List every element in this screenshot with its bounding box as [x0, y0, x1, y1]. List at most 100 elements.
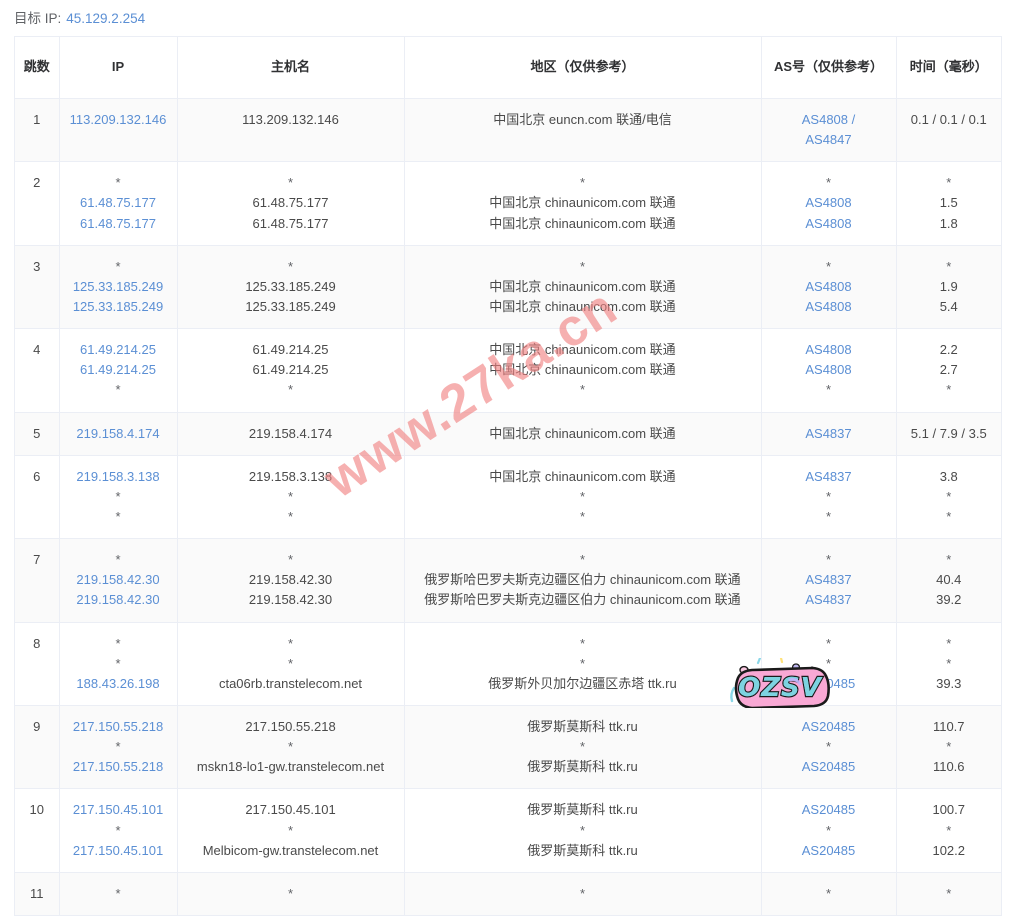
- cell-geo: 中国北京 chinaunicom.com 联通: [404, 412, 762, 456]
- cell-ip: * 219.158.42.30 219.158.42.30: [59, 538, 178, 623]
- host-text: 61.48.75.177: [252, 195, 329, 211]
- host-text: 217.150.55.218: [245, 718, 336, 734]
- ip-link[interactable]: 217.150.55.218: [72, 759, 164, 775]
- ip-text: *: [115, 635, 121, 651]
- cell-ip: * 61.48.75.177 61.48.75.177: [59, 161, 178, 246]
- traceroute-table-wrapper: 跳数 IP 主机名 地区（仅供参考） AS号（仅供参考） 时间（毫秒） 1 113…: [14, 35, 1002, 916]
- as-link[interactable]: AS4837: [805, 592, 852, 608]
- geo-text: *: [579, 258, 586, 274]
- geo-text: *: [579, 508, 586, 524]
- cell-hop: 5: [15, 412, 60, 456]
- time-text: 102.2: [932, 842, 966, 858]
- ip-text: *: [115, 552, 121, 568]
- geo-text: 俄罗斯莫斯科 ttk.ru: [527, 718, 638, 734]
- ip-link[interactable]: 217.150.45.101: [72, 802, 164, 818]
- cell-ip: 217.150.55.218 * 217.150.55.218: [59, 705, 178, 790]
- ip-text: *: [115, 822, 121, 838]
- cell-hop: 11: [15, 872, 60, 916]
- as-text: *: [825, 508, 832, 524]
- cell-host: 113.209.132.146: [177, 98, 405, 163]
- ip-link[interactable]: 113.209.132.146: [69, 112, 167, 127]
- host-text: 113.209.132.146: [242, 112, 339, 127]
- cell-host: 217.150.55.218 * mskn18-lo1-gw.transteleco…: [177, 705, 405, 790]
- as-text: *: [825, 552, 832, 568]
- as-link[interactable]: AS4808: [805, 298, 852, 314]
- as-link[interactable]: AS4808: [805, 215, 852, 231]
- cell-hop: 2: [15, 161, 60, 246]
- ip-link[interactable]: 188.43.26.198: [76, 675, 160, 691]
- cell-geo: * 中国北京 chinaunicom.com 联通 中国北京 chinaunicom…: [404, 161, 762, 246]
- as-text: *: [825, 175, 832, 191]
- time-text: 2.2: [939, 342, 958, 358]
- ip-link[interactable]: 219.158.42.30: [76, 592, 160, 608]
- cell-as: AS4837: [761, 412, 897, 456]
- cell-as: AS4808 / AS4847: [761, 98, 897, 163]
- cell-ip: 217.150.45.101 * 217.150.45.101: [59, 788, 178, 873]
- cell-ip: * 125.33.185.249 125.33.185.249: [59, 245, 178, 330]
- geo-text: *: [579, 822, 586, 838]
- ip-link[interactable]: 217.150.55.218: [72, 718, 164, 734]
- ip-text: *: [115, 885, 121, 901]
- table-header: 跳数 IP 主机名 地区（仅供参考） AS号（仅供参考） 时间（毫秒）: [15, 36, 1001, 99]
- as-link[interactable]: AS4837: [805, 468, 852, 484]
- ip-link[interactable]: 125.33.185.249: [72, 278, 164, 294]
- as-link[interactable]: AS20485: [801, 675, 856, 691]
- target-ip-value: 45.129.2.254: [66, 11, 146, 26]
- host-text: 61.49.214.25: [252, 342, 329, 358]
- ip-link[interactable]: 219.158.3.138: [76, 468, 160, 484]
- ip-link[interactable]: 61.49.214.25: [80, 342, 156, 358]
- cell-host: * 219.158.42.30 219.158.42.30: [177, 538, 405, 623]
- cell-time: * 1.5 1.8: [896, 161, 1001, 246]
- as-text: *: [825, 488, 832, 504]
- as-link[interactable]: AS4847: [805, 132, 852, 148]
- time-text: 110.6: [932, 759, 965, 775]
- ip-text: *: [115, 382, 121, 398]
- host-text: *: [287, 655, 294, 671]
- as-text: *: [825, 885, 832, 901]
- as-link[interactable]: AS4808: [805, 278, 852, 294]
- as-link[interactable]: AS4808: [805, 362, 852, 378]
- geo-text: 俄罗斯莫斯科 ttk.ru: [527, 802, 638, 818]
- as-link[interactable]: AS20485: [801, 718, 856, 734]
- geo-text: 中国北京 euncn.com 联通/电信: [493, 112, 672, 127]
- cell-as: * * AS20485: [761, 622, 897, 706]
- geo-text: *: [579, 175, 586, 191]
- as-link[interactable]: AS20485: [801, 802, 856, 818]
- as-text: *: [825, 739, 832, 755]
- time-text: *: [946, 258, 952, 274]
- ip-link[interactable]: 219.158.4.174: [76, 425, 160, 441]
- as-link[interactable]: AS4808: [805, 195, 852, 211]
- as-link[interactable]: AS4837: [805, 425, 852, 441]
- as-link[interactable]: AS4808 /: [801, 112, 856, 127]
- cell-host: *: [177, 872, 405, 916]
- as-link[interactable]: AS4837: [805, 572, 852, 588]
- geo-text: 俄罗斯莫斯科 ttk.ru: [527, 842, 638, 858]
- time-text: *: [946, 508, 952, 524]
- cell-as: * AS4837 AS4837: [761, 538, 897, 623]
- ip-link[interactable]: 219.158.42.30: [76, 572, 160, 588]
- cell-time: 2.2 2.7 *: [896, 328, 1001, 413]
- table-body: 1 113.209.132.146 113.209.132.146 中国北京 eunc…: [15, 98, 1001, 916]
- cell-hop: 9: [15, 705, 60, 790]
- cell-ip: 219.158.4.174: [59, 412, 178, 456]
- table-row: 3 * 125.33.185.249 125.33.185.249 * 125.33.18…: [15, 245, 1001, 330]
- cell-time: 100.7 * 102.2: [896, 788, 1001, 873]
- as-link[interactable]: AS20485: [801, 842, 856, 858]
- as-link[interactable]: AS4808: [805, 342, 852, 358]
- time-text: 1.5: [939, 195, 958, 211]
- ip-link[interactable]: 217.150.45.101: [72, 842, 164, 858]
- cell-geo: 中国北京 chinaunicom.com 联通 中国北京 chinaunicom.…: [404, 328, 762, 413]
- ip-link[interactable]: 61.49.214.25: [80, 362, 156, 378]
- cell-hop: 6: [15, 455, 60, 540]
- ip-link[interactable]: 61.48.75.177: [80, 215, 156, 231]
- host-text: *: [287, 508, 294, 524]
- geo-text: *: [579, 635, 586, 651]
- as-link[interactable]: AS20485: [801, 759, 856, 775]
- time-text: *: [946, 655, 952, 671]
- time-text: 0.1 / 0.1 / 0.1: [910, 112, 987, 127]
- ip-link[interactable]: 61.48.75.177: [80, 195, 156, 211]
- cell-as: AS20485 * AS20485: [761, 705, 897, 790]
- ip-link[interactable]: 125.33.185.249: [72, 298, 164, 314]
- as-text: *: [825, 822, 832, 838]
- geo-text: 中国北京 chinaunicom.com 联通: [489, 342, 676, 358]
